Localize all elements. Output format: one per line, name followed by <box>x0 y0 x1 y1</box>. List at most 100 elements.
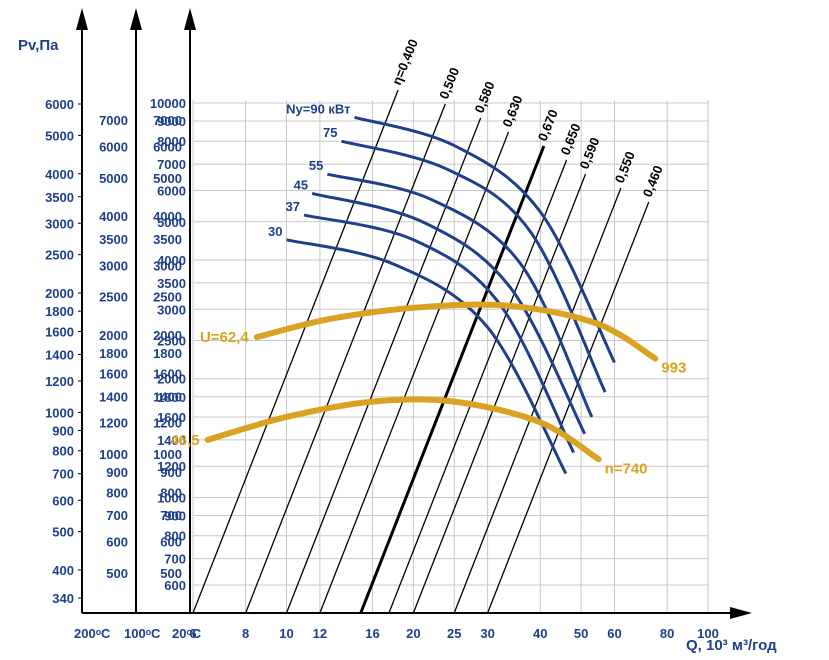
pv-tick-label: 3500 <box>45 190 74 205</box>
q-tick-label: 16 <box>365 626 379 641</box>
efficiency-line <box>245 103 446 614</box>
temp20-tick-label: 3000 <box>157 302 186 317</box>
q-axis-arrow <box>730 607 752 619</box>
power-curve-label: Ny=90 кВт <box>286 101 350 116</box>
temp100-tick-label: 4000 <box>153 209 182 224</box>
temp100-tick-label: 1000 <box>153 447 182 462</box>
temp20-tick-label: 2000 <box>157 372 186 387</box>
temp200-tick-label: 7000 <box>99 113 128 128</box>
pv-axis-arrow <box>76 8 88 30</box>
pv-axis-title: Pv,Па <box>18 37 59 54</box>
temp200-tick-label: 2000 <box>99 328 128 343</box>
efficiency-label: 0,670 <box>535 107 561 143</box>
speed-curve-left-label: U=62,4 <box>200 329 249 346</box>
temp100-tick-label: 3000 <box>153 258 182 273</box>
q-tick-label: 25 <box>447 626 461 641</box>
pv-tick-label: 2500 <box>45 248 74 263</box>
temp100-tick-label: 600 <box>160 535 182 550</box>
temp20-tick-label: 8000 <box>157 134 186 149</box>
temp100-tick-label: 2500 <box>153 290 182 305</box>
temp20-tick-label: 800 <box>164 529 186 544</box>
speed-curve <box>204 396 602 463</box>
efficiency-label: 0,580 <box>471 79 497 115</box>
pv-tick-label: 400 <box>52 563 74 578</box>
temp100-tick-label: 800 <box>160 485 182 500</box>
temp200-tick-label: 1800 <box>99 346 128 361</box>
q-tick-label: 6 <box>189 626 196 641</box>
temp200-tick-label: 500 <box>106 566 128 581</box>
temp200-tick-label: 700 <box>106 508 128 523</box>
temp20-tick-label: 6000 <box>157 184 186 199</box>
q-tick-label: 30 <box>480 626 494 641</box>
q-tick-label: 8 <box>242 626 249 641</box>
temp100-tick-label: 7000 <box>153 113 182 128</box>
temp20-tick-label: 4000 <box>157 253 186 268</box>
speed-curve-left-label: 46,5 <box>170 432 199 449</box>
temp20-tick-label: 3500 <box>157 276 186 291</box>
temp20-tick-label: 1400 <box>157 433 186 448</box>
temp20-tick-label: 1000 <box>157 490 186 505</box>
temp100-tick-label: 6000 <box>153 139 182 154</box>
temp200-tick-label: 2500 <box>99 290 128 305</box>
power-curve <box>341 139 607 393</box>
temp200-tick-label: 5000 <box>99 171 128 186</box>
pv-tick-label: 900 <box>52 423 74 438</box>
temp100-tick-label: 700 <box>160 508 182 523</box>
q-tick-label: 80 <box>660 626 674 641</box>
temp200-tick-label: 4000 <box>99 209 128 224</box>
temp200-tick-label: 1600 <box>99 366 128 381</box>
temp200-tick-label: 3000 <box>99 258 128 273</box>
temp200-tick-label: 1400 <box>99 389 128 404</box>
temp100-tick-label: 900 <box>160 465 182 480</box>
temp20-tick-label: 700 <box>164 552 186 567</box>
power-curve <box>303 213 575 454</box>
temp20-tick-label: 5000 <box>157 215 186 230</box>
power-curve-label: 37 <box>285 199 299 214</box>
temp20-tick-label: 9000 <box>157 114 186 129</box>
temp20-tick-label: 7000 <box>157 157 186 172</box>
efficiency-line <box>487 201 650 614</box>
temp20-tick-label: 1600 <box>157 410 186 425</box>
temp100-tick-label: 1400 <box>153 389 182 404</box>
efficiency-label: 0,460 <box>640 163 666 199</box>
temp20-tick-label: 1800 <box>157 390 186 405</box>
efficiency-label: 0,630 <box>499 93 525 129</box>
power-curve-label: 45 <box>294 177 308 192</box>
q-tick-label: 12 <box>313 626 327 641</box>
efficiency-line <box>388 159 568 614</box>
power-curve <box>311 191 587 435</box>
pv-tick-label: 3000 <box>45 216 74 231</box>
temp20-axis-arrow <box>184 8 196 30</box>
pv-tick-label: 340 <box>52 591 74 606</box>
pv-tick-label: 4000 <box>45 167 74 182</box>
temp100-tick-label: 500 <box>160 566 182 581</box>
pv-tick-label: 600 <box>52 493 74 508</box>
pv-tick-label: 700 <box>52 467 74 482</box>
power-curve <box>327 172 594 418</box>
power-curve-label: 75 <box>323 125 337 140</box>
pv-tick-label: 1000 <box>45 405 74 420</box>
pv-tick-label: 500 <box>52 525 74 540</box>
q-tick-label: 40 <box>533 626 547 641</box>
temp200-tick-label: 1200 <box>99 416 128 431</box>
temp20-tick-label: 1200 <box>157 459 186 474</box>
temp20-tick-label: 10000 <box>150 96 186 111</box>
temp100-tick-label: 1800 <box>153 346 182 361</box>
efficiency-line <box>319 131 510 614</box>
efficiency-label: 0,650 <box>557 121 583 157</box>
temp100-label: 100ᵒC <box>124 626 161 641</box>
temp200-label: 200ᵒC <box>74 626 111 641</box>
efficiency-label: 0,590 <box>576 135 602 171</box>
temp20-tick-label: 900 <box>164 509 186 524</box>
q-tick-label: 60 <box>607 626 621 641</box>
efficiency-line <box>192 89 399 614</box>
pv-tick-label: 2000 <box>45 286 74 301</box>
temp100-tick-label: 3500 <box>153 232 182 247</box>
q-tick-label: 50 <box>574 626 588 641</box>
q-axis-title: Q, 10³ м³/год <box>686 637 777 654</box>
temp100-tick-label: 2000 <box>153 328 182 343</box>
temp20-tick-label: 2500 <box>157 334 186 349</box>
pv-tick-label: 1800 <box>45 304 74 319</box>
temp100-tick-label: 5000 <box>153 171 182 186</box>
